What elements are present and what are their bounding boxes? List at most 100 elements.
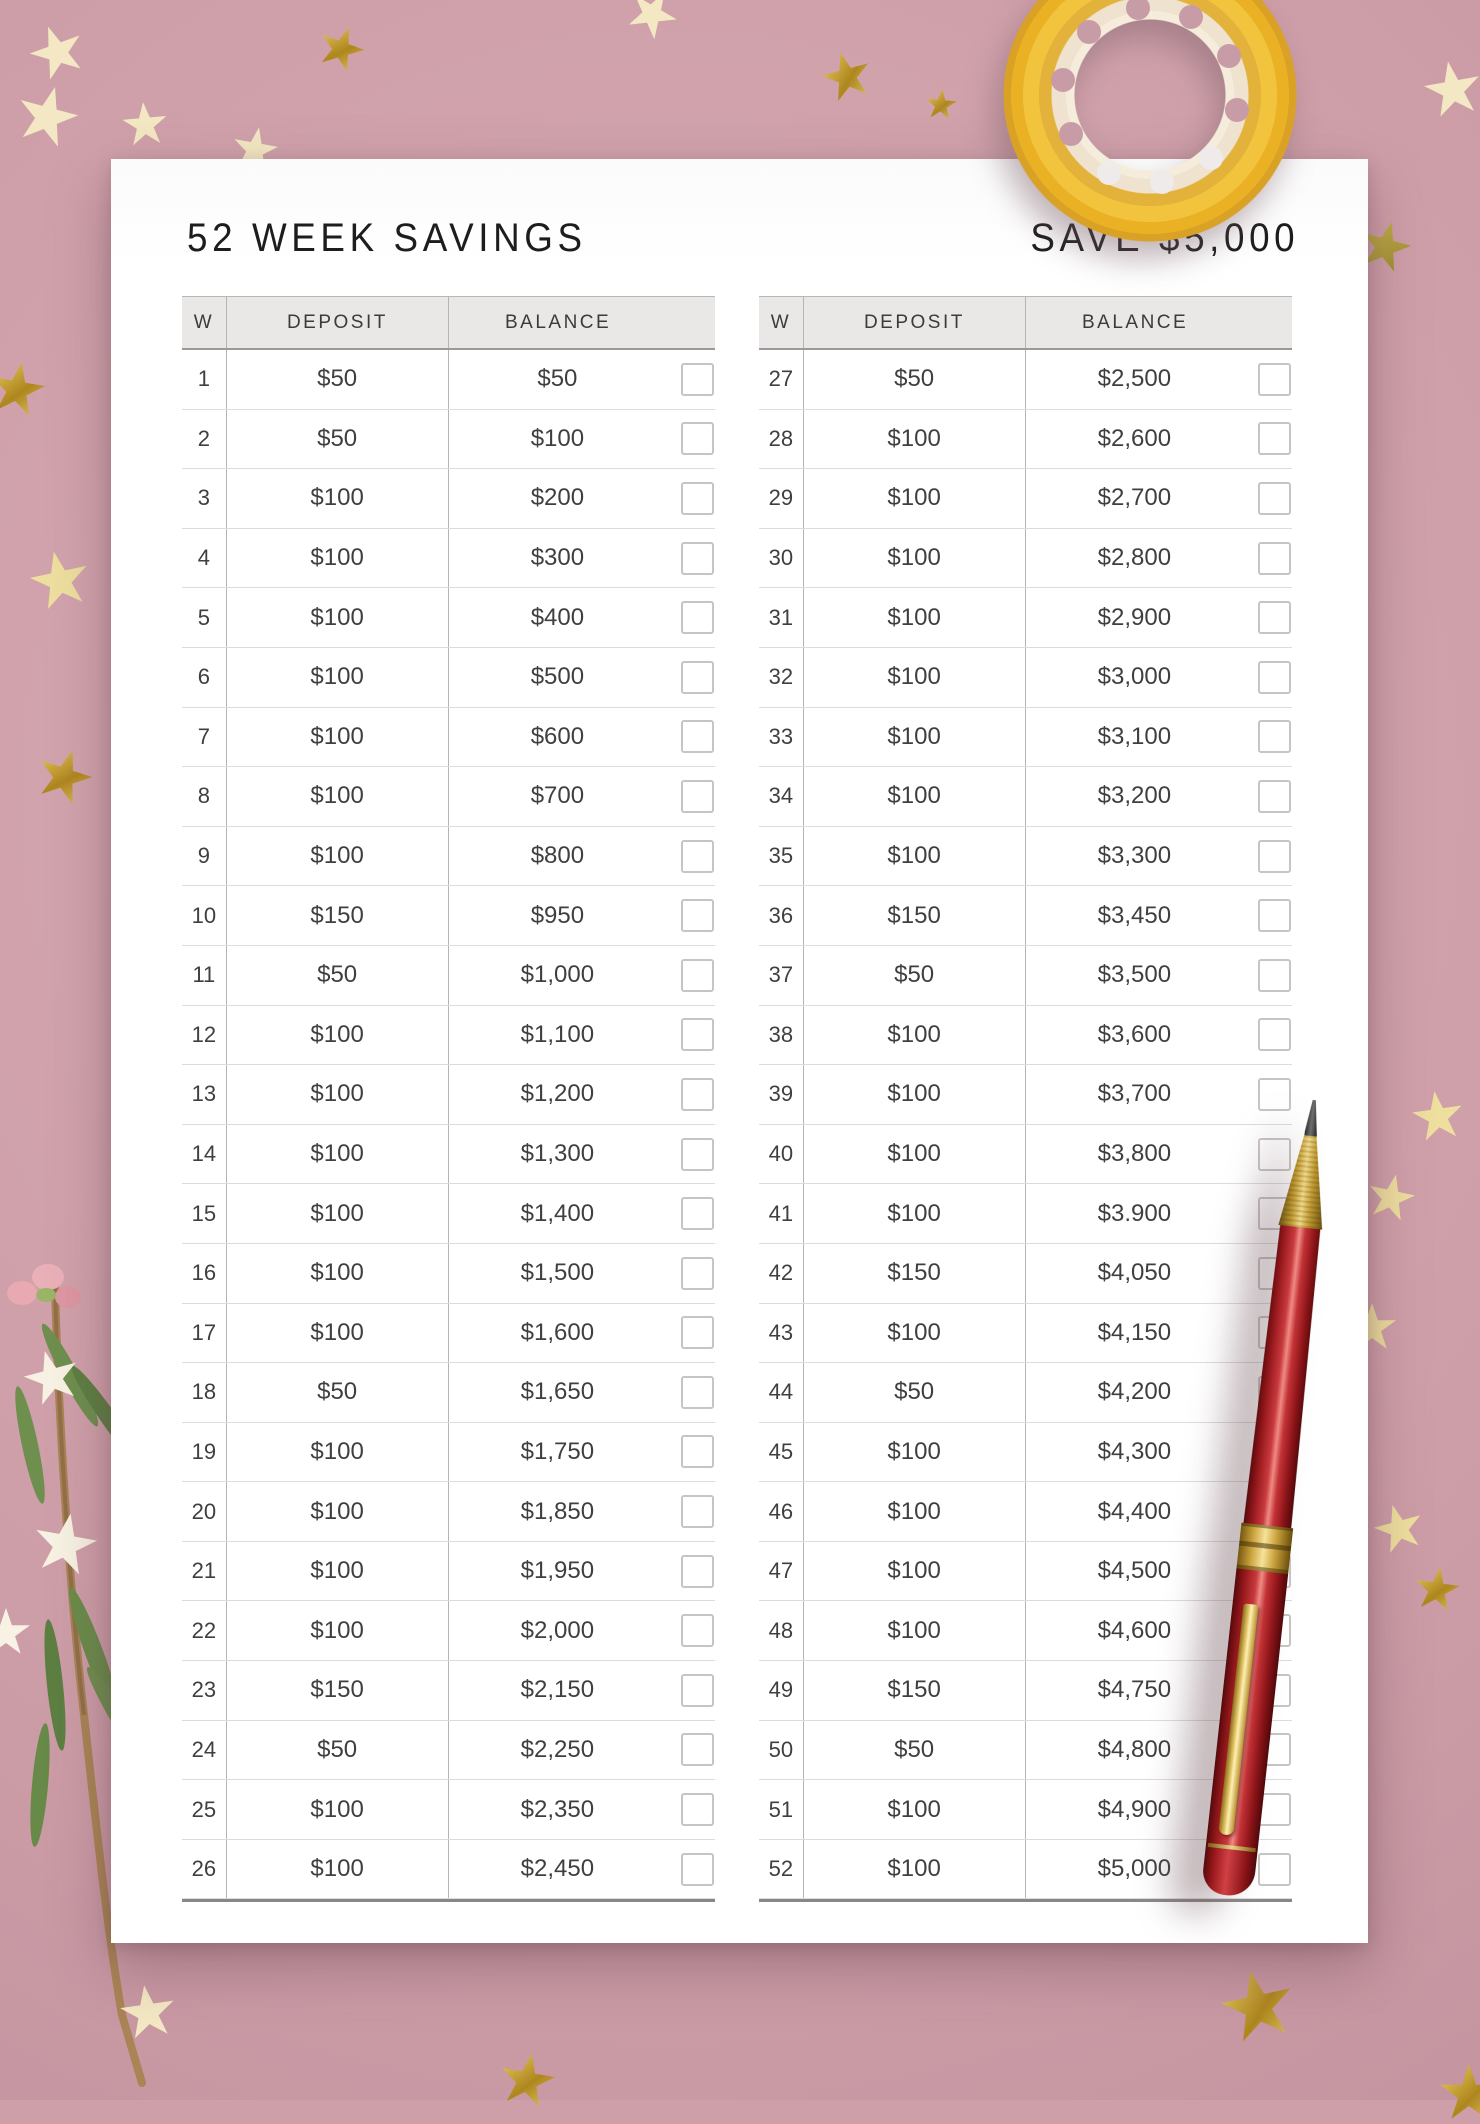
star-icon: [1419, 56, 1480, 123]
week-done-checkbox[interactable]: [1258, 1793, 1291, 1827]
table-row: 23 $150 $2,150: [182, 1661, 715, 1721]
table-row: 13 $100 $1,200: [182, 1065, 715, 1125]
week-done-checkbox[interactable]: [681, 720, 714, 754]
table-header-row: W DEPOSIT BALANCE: [759, 296, 1292, 350]
week-number: 40: [759, 1124, 804, 1184]
week-column-header: W: [182, 297, 227, 348]
week-done-checkbox[interactable]: [1258, 958, 1291, 992]
week-number: 2: [182, 409, 227, 469]
deposit-value: $100: [227, 588, 449, 647]
week-done-checkbox[interactable]: [681, 899, 714, 933]
week-done-checkbox[interactable]: [681, 1375, 714, 1409]
table-row: 20 $100 $1,850: [182, 1482, 715, 1542]
pen-gold-cone: [1278, 1133, 1332, 1229]
deposit-value: $50: [804, 945, 1026, 1005]
week-done-checkbox[interactable]: [681, 779, 714, 813]
week-done-checkbox[interactable]: [681, 541, 714, 575]
week-done-checkbox[interactable]: [1258, 779, 1291, 813]
week-number: 36: [759, 886, 804, 945]
week-done-checkbox[interactable]: [681, 1614, 714, 1648]
checkbox-column-header: [1244, 297, 1292, 348]
deposit-value: $100: [804, 1303, 1026, 1363]
week-done-checkbox[interactable]: [1258, 720, 1291, 754]
checkbox-cell: [1243, 827, 1292, 886]
pen-gold-ring: [1236, 1522, 1294, 1575]
week-done-checkbox[interactable]: [681, 1137, 714, 1171]
week-done-checkbox[interactable]: [1258, 899, 1291, 933]
tape-hub-hole: [1126, 0, 1150, 20]
week-number: 5: [182, 588, 227, 647]
week-done-checkbox[interactable]: [681, 1435, 714, 1469]
week-done-checkbox[interactable]: [681, 958, 714, 992]
deposit-value: $100: [227, 1184, 449, 1243]
checkbox-cell: [666, 1780, 715, 1839]
balance-value: $1,100: [520, 1020, 595, 1048]
week-done-checkbox[interactable]: [1258, 541, 1291, 575]
week-done-checkbox[interactable]: [1258, 1852, 1291, 1886]
table-row: 35 $100 $3,300: [759, 826, 1292, 887]
table-row: 15 $100 $1,400: [182, 1184, 715, 1244]
week-done-checkbox[interactable]: [681, 1495, 714, 1529]
table-row: 33 $100 $3,100: [759, 707, 1292, 768]
week-done-checkbox[interactable]: [681, 1018, 714, 1052]
week-done-checkbox[interactable]: [1258, 601, 1291, 635]
balance-value: $3,450: [1097, 901, 1172, 929]
week-number: 19: [182, 1422, 227, 1482]
week-done-checkbox[interactable]: [681, 839, 714, 873]
week-number: 38: [759, 1005, 804, 1065]
deposit-value: $100: [227, 1482, 449, 1541]
week-number: 21: [182, 1541, 227, 1601]
savings-table-weeks-27-52: W DEPOSIT BALANCE 27 $50 $2,500 28 $100 …: [759, 296, 1292, 1903]
checkbox-cell: [666, 648, 715, 707]
balance-value: $1,650: [520, 1378, 595, 1406]
star-icon: [495, 2049, 560, 2114]
week-done-checkbox[interactable]: [681, 1316, 714, 1350]
table-row: 34 $100 $3,200: [759, 767, 1292, 827]
week-done-checkbox[interactable]: [1258, 1018, 1291, 1052]
balance-value: $1,600: [520, 1318, 595, 1346]
week-done-checkbox[interactable]: [681, 1793, 714, 1827]
week-done-checkbox[interactable]: [681, 1733, 714, 1767]
week-done-checkbox[interactable]: [681, 601, 714, 635]
week-done-checkbox[interactable]: [1258, 362, 1291, 396]
star-icon: [618, 0, 686, 48]
week-done-checkbox[interactable]: [1258, 1077, 1291, 1111]
week-number: 29: [759, 469, 804, 528]
week-done-checkbox[interactable]: [681, 1197, 714, 1231]
week-done-checkbox[interactable]: [681, 362, 714, 396]
week-done-checkbox[interactable]: [681, 1077, 714, 1111]
balance-value: $500: [530, 663, 585, 691]
table-row: 52 $100 $5,000: [759, 1839, 1292, 1900]
checkbox-cell: [1243, 767, 1292, 826]
balance-value: $4,050: [1097, 1259, 1172, 1287]
week-done-checkbox[interactable]: [681, 1852, 714, 1886]
checkbox-cell: [666, 469, 715, 528]
checkbox-cell: [666, 946, 715, 1005]
table-header-row: W DEPOSIT BALANCE: [182, 296, 715, 350]
table-row: 6 $100 $500: [182, 647, 715, 708]
table-row: 21 $100 $1,950: [182, 1541, 715, 1602]
week-done-checkbox[interactable]: [681, 481, 714, 515]
balance-value: $700: [530, 782, 585, 810]
week-done-checkbox[interactable]: [681, 1554, 714, 1588]
table-row: 47 $100 $4,500: [759, 1541, 1292, 1602]
checkbox-cell: [666, 886, 715, 945]
table-row: 16 $100 $1,500: [182, 1243, 715, 1304]
balance-value: $2,700: [1097, 484, 1172, 512]
week-done-checkbox[interactable]: [681, 1673, 714, 1707]
week-number: 41: [759, 1184, 804, 1243]
week-done-checkbox[interactable]: [1258, 1137, 1291, 1171]
week-number: 52: [759, 1839, 804, 1899]
week-done-checkbox[interactable]: [681, 660, 714, 694]
week-done-checkbox[interactable]: [1258, 422, 1291, 456]
week-done-checkbox[interactable]: [681, 422, 714, 456]
deposit-value: $150: [804, 886, 1026, 945]
week-done-checkbox[interactable]: [1258, 839, 1291, 873]
week-done-checkbox[interactable]: [1258, 660, 1291, 694]
table-row: 49 $150 $4,750: [759, 1661, 1292, 1721]
week-number: 25: [182, 1780, 227, 1839]
deposit-value: $50: [227, 1363, 449, 1422]
week-done-checkbox[interactable]: [1258, 481, 1291, 515]
balance-value: $2,900: [1097, 603, 1172, 631]
week-done-checkbox[interactable]: [681, 1256, 714, 1290]
